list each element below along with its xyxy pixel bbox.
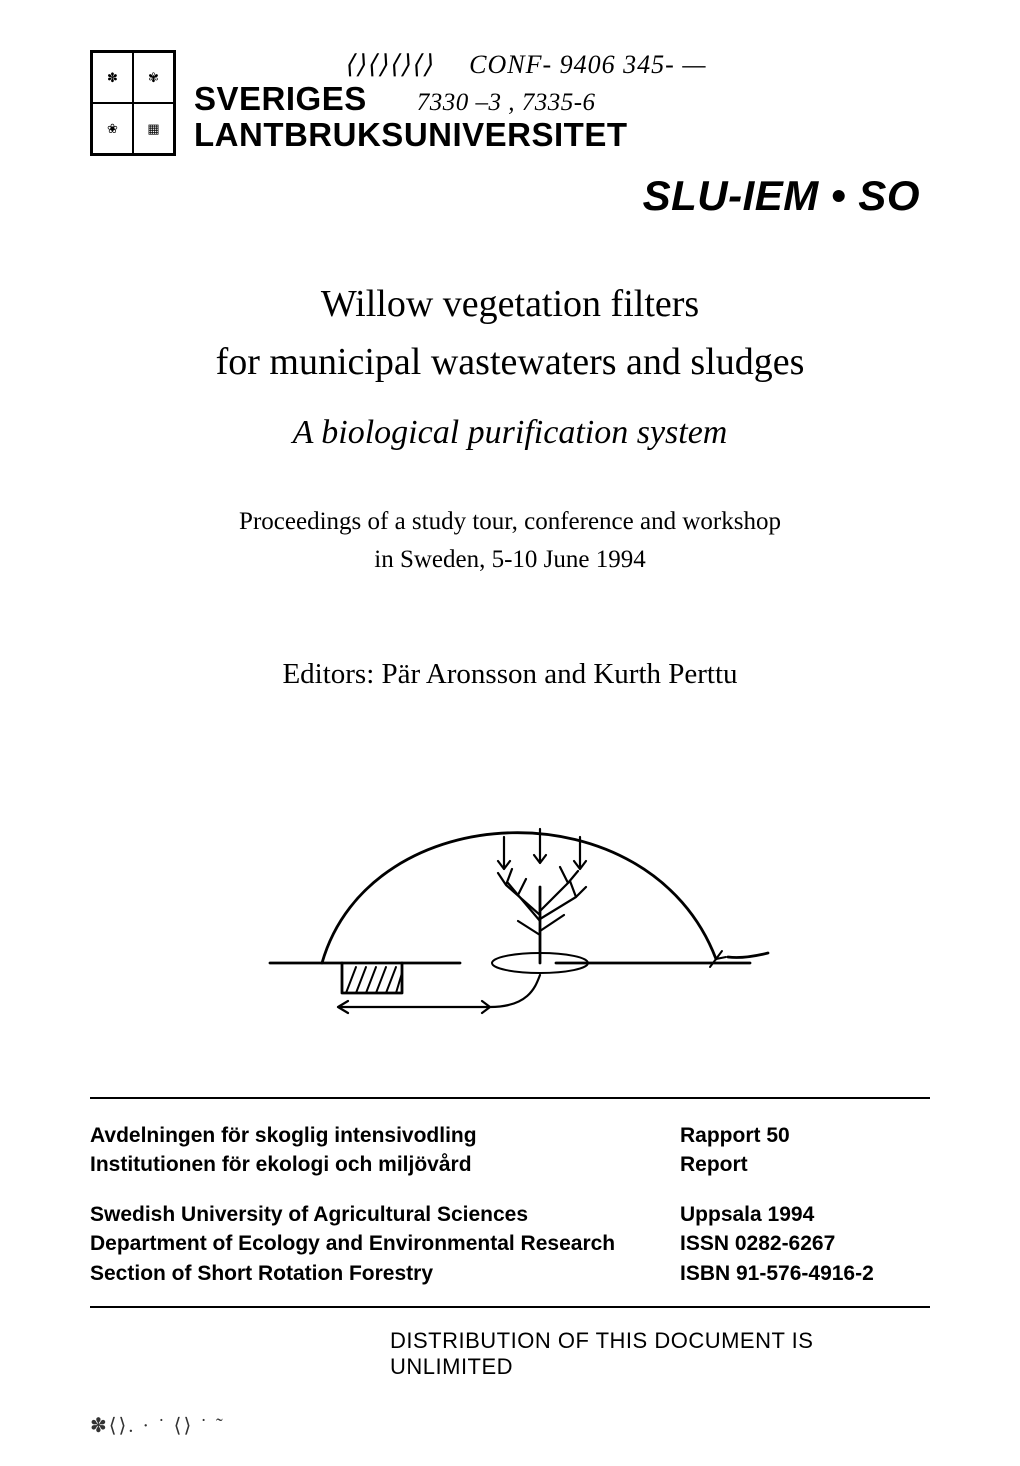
diagram-container xyxy=(90,735,930,1045)
uppsala-year: Uppsala 1994 xyxy=(680,1200,930,1229)
lantbruksuniversitet-label: LANTBRUKSUNIVERSITET xyxy=(194,116,930,154)
rapport-number: Rapport 50 xyxy=(680,1121,930,1150)
proceedings-line-2: in Sweden, 5-10 June 1994 xyxy=(90,546,930,574)
handwriting-row-top: ⟨⟩⟨⟩⟨⟩⟨⟩ CONF- 9406 345- — xyxy=(194,50,930,80)
report-label: Report xyxy=(680,1150,930,1179)
info-right-column: Rapport 50 Report Uppsala 1994 ISSN 0282… xyxy=(680,1121,930,1288)
english-dept-line-1: Swedish University of Agricultural Scien… xyxy=(90,1200,615,1229)
issn-number: ISSN 0282-6267 xyxy=(680,1229,930,1258)
header-text-block: ⟨⟩⟨⟩⟨⟩⟨⟩ CONF- 9406 345- — SVERIGES 7330… xyxy=(194,50,930,154)
handwriting-numbers: 7330 –3 , 7335-6 xyxy=(417,89,596,117)
horizontal-rule-top xyxy=(90,1097,930,1099)
title-line-2: for municipal wastewaters and sludges xyxy=(90,340,930,384)
publication-info-block: Avdelningen för skoglig intensivodling I… xyxy=(90,1121,930,1288)
logo-quadrant-1: ✽ xyxy=(92,52,133,103)
slu-iem-code: SLU-IEM • SO xyxy=(90,172,930,220)
proceedings-line-1: Proceedings of a study tour, conference … xyxy=(90,508,930,536)
handwriting-scribble: ⟨⟩⟨⟩⟨⟩⟨⟩ xyxy=(344,50,433,80)
title-line-1: Willow vegetation filters xyxy=(90,282,930,326)
distribution-statement: DISTRIBUTION OF THIS DOCUMENT IS UNLIMIT… xyxy=(90,1328,930,1380)
swedish-dept-line-1: Avdelningen för skoglig intensivodling xyxy=(90,1121,615,1150)
swedish-dept-line-2: Institutionen för ekologi och miljövård xyxy=(90,1150,615,1179)
english-dept-line-2: Department of Ecology and Environmental … xyxy=(90,1229,615,1258)
info-left-column: Avdelningen för skoglig intensivodling I… xyxy=(90,1121,615,1288)
corner-scribble-marks: ✽⟨⟩. · ˙ ⟨⟩ ˙ ˜ xyxy=(90,1413,225,1438)
university-logo: ✽ ✾ ❀ ▦ xyxy=(90,50,176,156)
header-row: ✽ ✾ ❀ ▦ ⟨⟩⟨⟩⟨⟩⟨⟩ CONF- 9406 345- — SVERI… xyxy=(90,50,930,156)
willow-filter-diagram xyxy=(230,735,790,1045)
logo-quadrant-3: ❀ xyxy=(92,103,133,154)
logo-quadrant-4: ▦ xyxy=(133,103,174,154)
sveriges-label: SVERIGES xyxy=(194,80,367,118)
logo-quadrant-2: ✾ xyxy=(133,52,174,103)
spacer xyxy=(680,1180,930,1200)
handwriting-conf-number: CONF- 9406 345- — xyxy=(469,50,706,80)
horizontal-rule-bottom xyxy=(90,1306,930,1308)
sveriges-row: SVERIGES 7330 –3 , 7335-6 xyxy=(194,80,930,118)
page: ✽ ✾ ❀ ▦ ⟨⟩⟨⟩⟨⟩⟨⟩ CONF- 9406 345- — SVERI… xyxy=(0,0,1020,1466)
isbn-number: ISBN 91-576-4916-2 xyxy=(680,1259,930,1288)
subtitle: A biological purification system xyxy=(90,414,930,452)
spacer xyxy=(90,1180,615,1200)
editors-line: Editors: Pär Aronsson and Kurth Perttu xyxy=(90,658,930,691)
english-dept-line-3: Section of Short Rotation Forestry xyxy=(90,1259,615,1288)
